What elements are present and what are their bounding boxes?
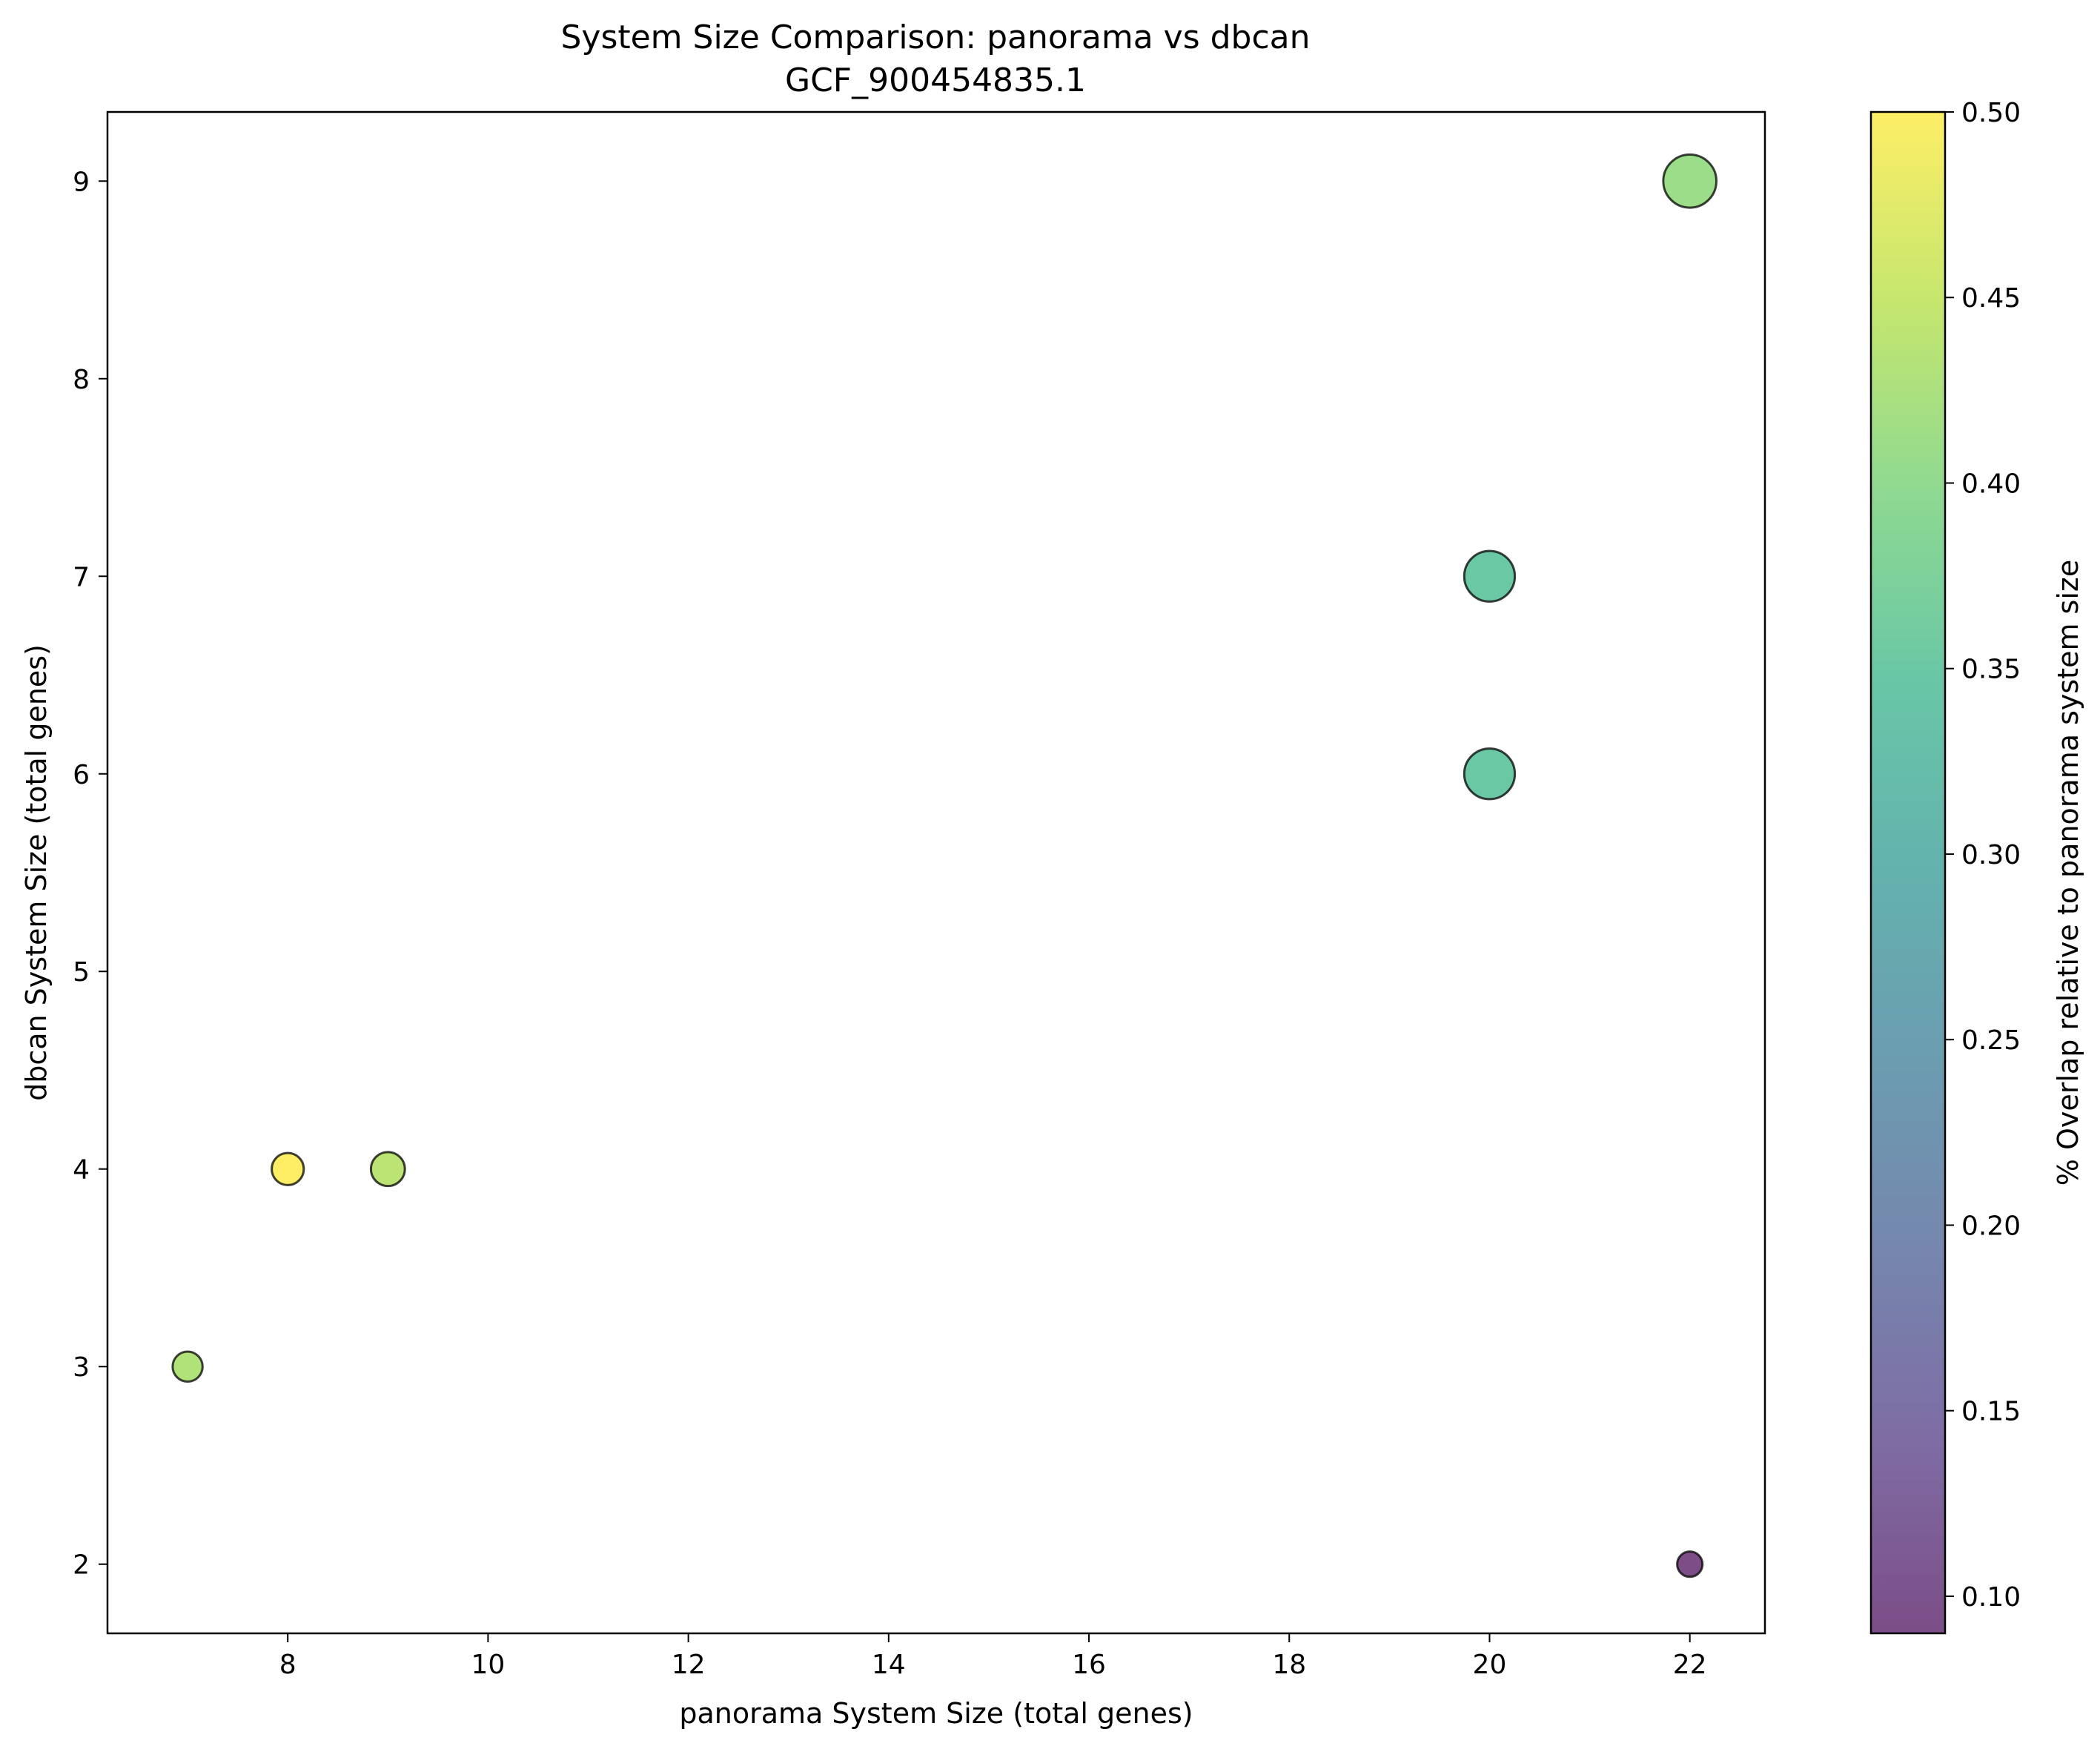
y-tick-label: 8 <box>73 365 90 395</box>
plot-area <box>106 110 1766 1635</box>
x-tick-label: 12 <box>672 1650 706 1680</box>
scatter-point <box>1662 153 1718 209</box>
x-tick-label: 16 <box>1072 1650 1106 1680</box>
x-tick-label: 20 <box>1473 1650 1507 1680</box>
colorbar-tick-label: 0.40 <box>1961 469 2021 499</box>
chart-subtitle: GCF_900454835.1 <box>785 62 1086 99</box>
scatter-point <box>1463 747 1517 801</box>
y-tick-label: 2 <box>73 1550 90 1581</box>
y-tick-label: 6 <box>73 760 90 790</box>
x-tick-label: 8 <box>279 1650 297 1680</box>
scatter-point <box>271 1151 305 1186</box>
x-tick-label: 14 <box>872 1650 906 1680</box>
y-tick-label: 9 <box>73 167 90 197</box>
colorbar-tick-label: 0.15 <box>1961 1397 2021 1427</box>
colorbar-tick-label: 0.50 <box>1961 98 2021 128</box>
colorbar-tick-label: 0.10 <box>1961 1582 2021 1613</box>
colorbar-tick-label: 0.20 <box>1961 1211 2021 1241</box>
scatter-point <box>171 1350 204 1383</box>
x-axis-ticks: 8 10 12 14 16 18 20 22 <box>279 1633 1707 1680</box>
colorbar-tick-label: 0.45 <box>1961 283 2021 314</box>
y-tick-label: 7 <box>73 562 90 592</box>
scatter-points <box>171 153 1718 1578</box>
scatter-point <box>1676 1550 1704 1578</box>
y-tick-label: 3 <box>73 1352 90 1383</box>
x-tick-label: 10 <box>471 1650 505 1680</box>
y-tick-label: 5 <box>73 957 90 988</box>
y-tick-label: 4 <box>73 1155 90 1186</box>
colorbar-tick-label: 0.35 <box>1961 655 2021 685</box>
colorbar-tick-label: 0.30 <box>1961 840 2021 870</box>
colorbar-label: % Overlap relative to panorama system si… <box>2052 560 2084 1186</box>
scatter-point <box>369 1151 406 1188</box>
scatter-point <box>1463 549 1517 603</box>
x-axis-label: panorama System Size (total genes) <box>679 1697 1193 1730</box>
y-axis-label: dbcan System Size (total genes) <box>20 644 53 1101</box>
y-axis-ticks: 2 3 4 5 6 7 8 9 <box>73 167 107 1581</box>
chart-title: System Size Comparison: panorama vs dbca… <box>560 19 1310 56</box>
colorbar-ticks: 0.10 0.15 0.20 0.25 0.30 0.35 0.40 0.45 0.50 <box>1945 98 2021 1613</box>
x-tick-label: 22 <box>1673 1650 1707 1680</box>
x-tick-label: 18 <box>1272 1650 1306 1680</box>
colorbar-tick-label: 0.25 <box>1961 1025 2021 1056</box>
colorbar <box>1869 110 1947 1635</box>
